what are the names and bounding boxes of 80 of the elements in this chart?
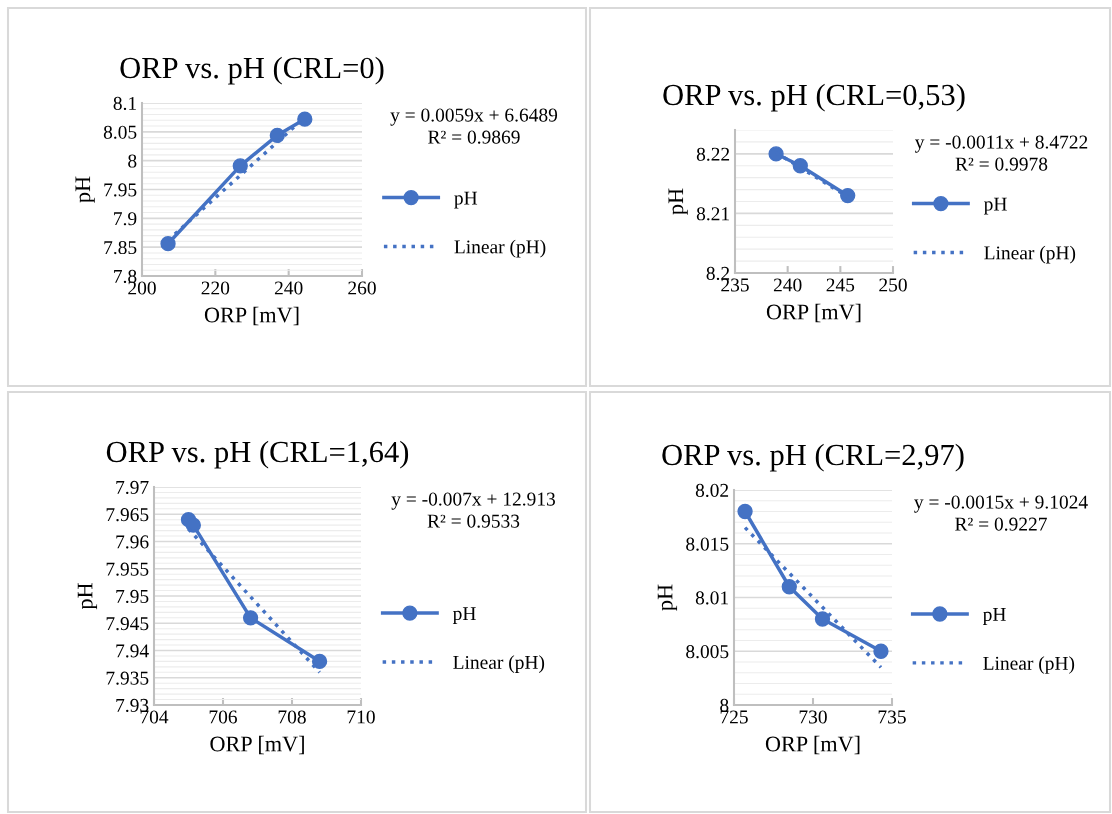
y-tick-label: 7.93 bbox=[116, 698, 149, 713]
text: R² = 0.9533 bbox=[427, 514, 520, 528]
x-tick-label: 260 bbox=[348, 281, 376, 295]
x-tick-label: 725 bbox=[720, 710, 748, 724]
chart-title: ORP vs. pH (CRL=2,97) bbox=[662, 443, 964, 472]
point bbox=[160, 236, 176, 252]
y-tick-label: 8.015 bbox=[686, 537, 729, 551]
x-axis-title: ORP [mV] bbox=[766, 303, 861, 323]
x-tick-label: 240 bbox=[773, 278, 802, 292]
y-tick-label: 7.965 bbox=[106, 508, 149, 522]
y-tick-label: 8.02 bbox=[695, 483, 729, 498]
text: R² = 0.9869 bbox=[428, 130, 520, 144]
y-tick-label: 7.8 bbox=[114, 269, 137, 284]
point bbox=[840, 187, 856, 204]
y-tick-label: 8.01 bbox=[695, 591, 728, 605]
point bbox=[232, 158, 248, 174]
y-tick-label: 8.1 bbox=[113, 96, 136, 111]
legend-label: Linear (pH) bbox=[984, 245, 1076, 264]
x-tick-label: 730 bbox=[799, 710, 827, 724]
chart-title: ORP vs. pH (CRL=1,64) bbox=[106, 440, 409, 469]
x-tick-label: 220 bbox=[201, 281, 230, 295]
legend-label: Linear (pH) bbox=[453, 655, 545, 673]
y-tick-label: 7.9 bbox=[114, 212, 137, 226]
y-axis-title: pH bbox=[657, 584, 678, 611]
x-axis-title: ORP [mV] bbox=[765, 735, 860, 755]
x-tick-label: 235 bbox=[721, 278, 749, 292]
y-tick-label: 7.94 bbox=[116, 644, 149, 658]
y-tick-label: 7.955 bbox=[106, 562, 149, 576]
x-tick-label: 704 bbox=[140, 710, 169, 724]
text: y = 0.0059x + 6.6489 bbox=[390, 108, 558, 126]
point bbox=[297, 111, 313, 127]
x-tick-label: 245 bbox=[826, 278, 855, 292]
x-tick-label: 250 bbox=[879, 278, 907, 292]
y-tick-label: 7.95 bbox=[116, 589, 149, 604]
text: R² = 0.9227 bbox=[955, 517, 1047, 531]
point bbox=[768, 146, 784, 162]
x-tick-label: 240 bbox=[274, 281, 303, 295]
y-axis-title: pH bbox=[77, 583, 98, 610]
x-tick-label: 735 bbox=[878, 710, 906, 724]
y-tick-label: 8.2 bbox=[706, 266, 730, 281]
y-tick-label: 8.21 bbox=[696, 207, 729, 221]
legend-label: pH bbox=[452, 607, 476, 625]
x-tick-label: 708 bbox=[278, 710, 306, 724]
text: y = -0.007x + 12.913 bbox=[391, 492, 555, 510]
point bbox=[311, 653, 328, 670]
y-axis-title: pH bbox=[75, 176, 95, 203]
point bbox=[269, 127, 285, 143]
y-tick-label: 7.85 bbox=[104, 240, 137, 255]
x-axis-title: ORP [mV] bbox=[210, 735, 304, 755]
x-tick-label: 706 bbox=[209, 710, 237, 724]
x-axis-title: ORP [mV] bbox=[204, 306, 299, 326]
y-tick-label: 8.005 bbox=[686, 645, 729, 659]
point bbox=[737, 503, 753, 520]
text: y = -0.0015x + 9.1024 bbox=[914, 495, 1088, 513]
text: R² = 0.9978 bbox=[955, 157, 1048, 171]
point bbox=[873, 643, 889, 659]
point bbox=[242, 610, 259, 626]
y-tick-label: 7.95 bbox=[104, 183, 137, 197]
x-tick-label: 200 bbox=[128, 281, 156, 295]
y-tick-label: 8 bbox=[128, 154, 137, 168]
y-tick-label: 8.22 bbox=[696, 147, 730, 161]
legend-label: pH bbox=[454, 191, 478, 209]
chart-title: ORP vs. pH (CRL=0,53) bbox=[663, 83, 965, 112]
y-axis-title: pH bbox=[668, 188, 688, 215]
legend-label: pH bbox=[983, 197, 1007, 215]
legend-label: Linear (pH) bbox=[983, 656, 1075, 674]
point bbox=[792, 158, 808, 174]
legend-label: pH bbox=[982, 608, 1006, 625]
point bbox=[814, 611, 831, 627]
point bbox=[185, 517, 201, 533]
y-tick-label: 7.96 bbox=[116, 535, 149, 549]
text: y = -0.0011x + 8.4722 bbox=[914, 135, 1088, 153]
point bbox=[781, 579, 797, 595]
x-tick-label: 710 bbox=[347, 710, 375, 724]
y-tick-label: 7.97 bbox=[116, 480, 149, 495]
chart-title: ORP vs. pH (CRL=0) bbox=[120, 56, 384, 85]
y-tick-label: 8.05 bbox=[103, 125, 137, 139]
y-tick-label: 7.935 bbox=[106, 671, 149, 685]
y-tick-label: 7.945 bbox=[106, 617, 149, 631]
legend-label: Linear (pH) bbox=[454, 239, 546, 258]
